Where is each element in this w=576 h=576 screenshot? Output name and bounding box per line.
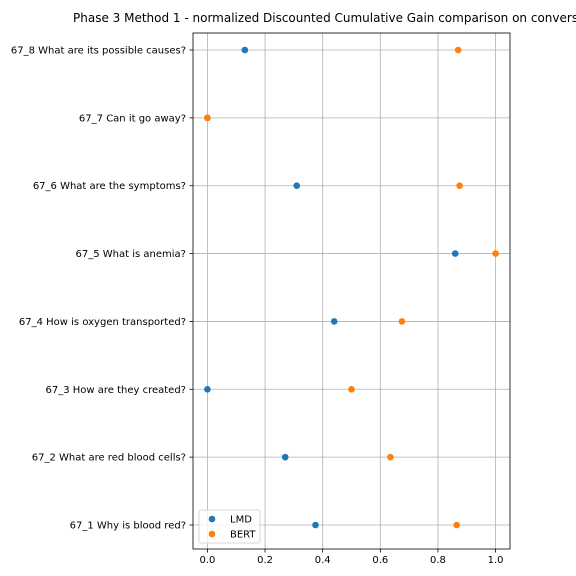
grid-layer: [193, 33, 510, 549]
y-tick-label: 67_6 What are the symptoms?: [33, 181, 186, 192]
point-lmd: [293, 182, 301, 190]
y-tick-label: 67_5 What is anemia?: [76, 249, 186, 260]
plot-frame: [192, 32, 511, 550]
point-bert: [387, 453, 394, 461]
point-bert: [454, 46, 462, 54]
point-lmd: [451, 250, 459, 257]
point-lmd: [312, 521, 319, 529]
legend-marker-bert: [208, 530, 216, 538]
point-bert: [492, 250, 499, 257]
point-bert: [204, 114, 211, 122]
y-tick-label: 67_8 What are its possible causes?: [11, 46, 186, 57]
points-layer: [204, 46, 499, 529]
y-tick-label: 67_2 What are red blood cells?: [32, 453, 186, 464]
point-bert: [456, 182, 463, 190]
y-tick-label: 67_7 Can it go away?: [79, 113, 186, 124]
chart-title: Phase 3 Method 1 - normalized Discounted…: [73, 11, 576, 25]
y-tick-label: 67_3 How are they created?: [45, 385, 186, 396]
point-lmd: [330, 318, 338, 325]
y-tick-label: 67_1 Why is blood red?: [70, 521, 186, 532]
legend-marker-lmd: [208, 515, 216, 523]
legend-label-lmd: LMD: [230, 515, 252, 526]
point-lmd: [241, 46, 249, 54]
legend-label-bert: BERT: [230, 530, 256, 541]
x-tick-label: 0.6: [372, 555, 388, 566]
point-lmd: [281, 453, 289, 461]
point-bert: [348, 385, 355, 393]
y-tick-label: 67_4 How is oxygen transported?: [19, 317, 186, 328]
point-bert: [453, 521, 460, 529]
x-tick-label: 1.0: [488, 555, 504, 566]
x-tick-label: 0.4: [315, 555, 331, 566]
x-tick-label: 0.2: [257, 555, 273, 566]
legend: LMD BERT: [198, 509, 261, 544]
point-lmd: [204, 385, 211, 393]
point-bert: [398, 318, 406, 325]
x-tick-label: 0.0: [199, 555, 215, 566]
ticks-layer: 0.0 0.2 0.4 0.6 0.8 1.0 67_1 Why is blood red?…: [11, 46, 504, 567]
x-tick-label: 0.8: [430, 555, 446, 566]
